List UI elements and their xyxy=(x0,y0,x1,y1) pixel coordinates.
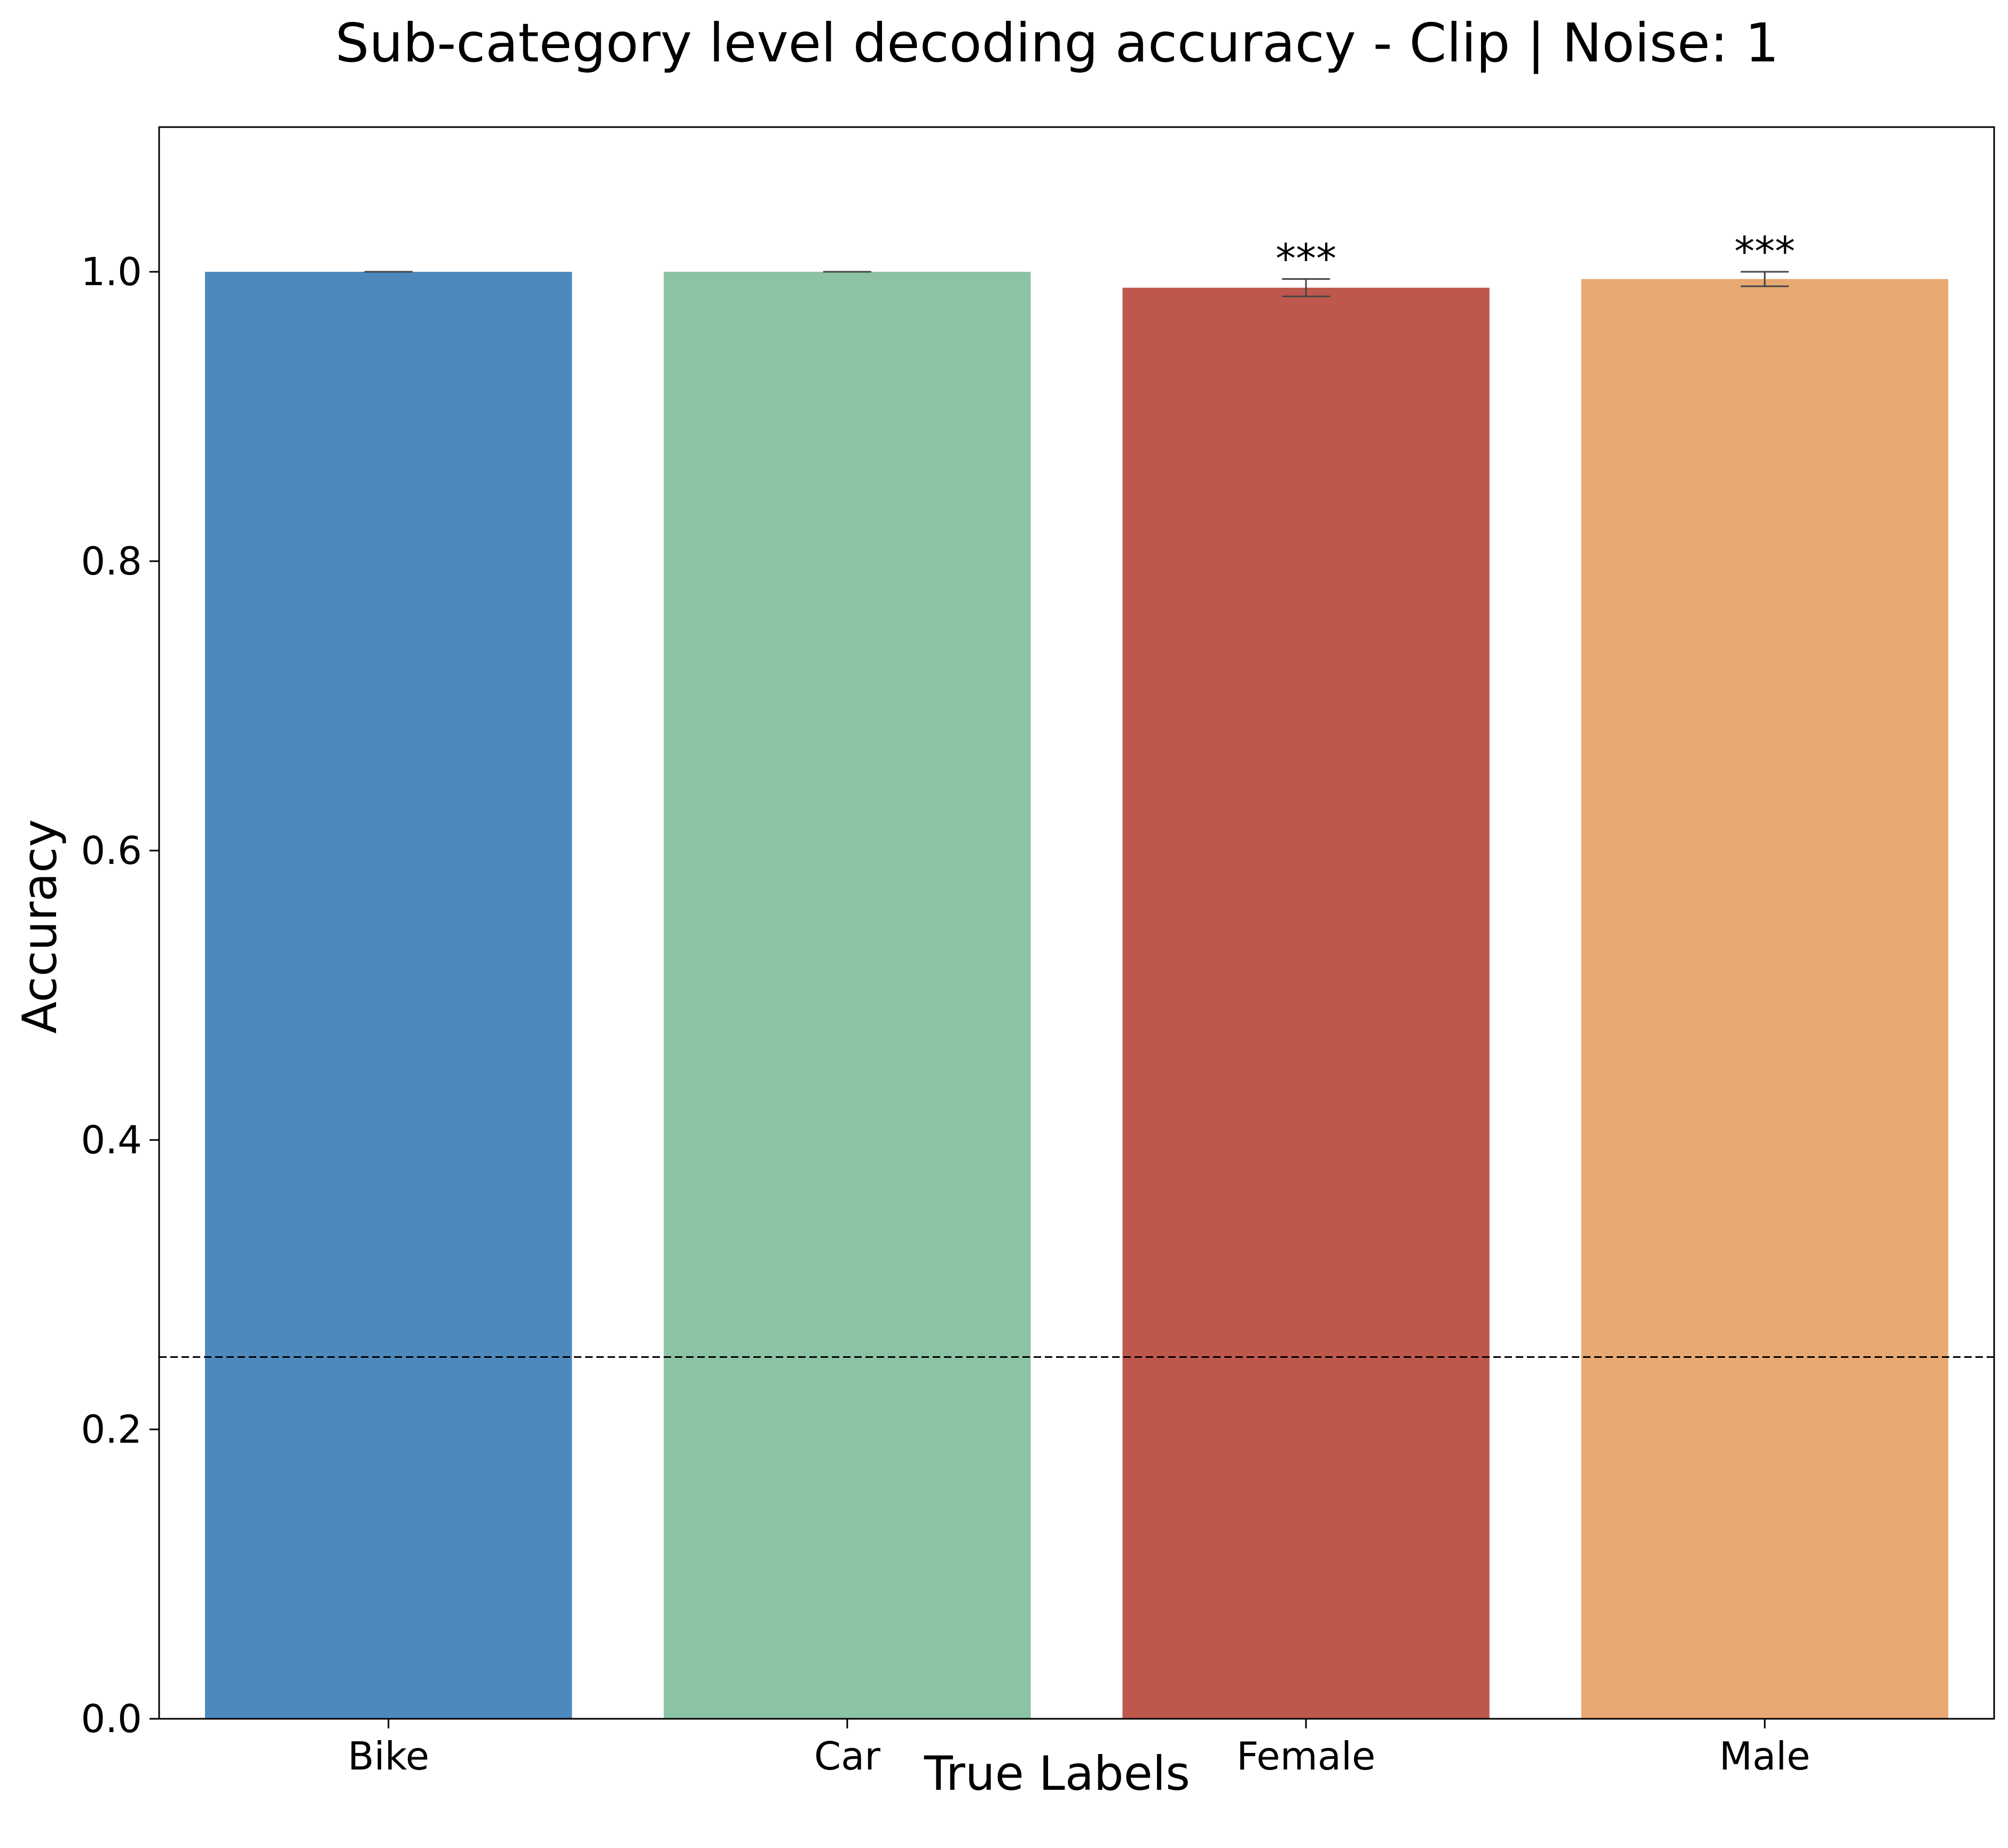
bar-bike xyxy=(204,272,572,1719)
bar-car xyxy=(664,272,1031,1719)
significance-annotation-male: *** xyxy=(1734,227,1795,275)
x-tick-label-car: Car xyxy=(814,1734,880,1779)
y-axis-label: Accuracy xyxy=(12,819,67,1034)
x-axis-label: True Labels xyxy=(924,1746,1190,1801)
y-tick-label: 0.8 xyxy=(81,539,142,584)
plot-area-frame xyxy=(158,126,1995,1720)
x-tick-label-female: Female xyxy=(1237,1734,1375,1779)
error-bar-female xyxy=(1282,278,1330,297)
y-tick-label: 0.4 xyxy=(81,1118,142,1162)
x-tick-label-male: Male xyxy=(1719,1734,1810,1779)
y-tick-label: 0.0 xyxy=(81,1696,142,1741)
x-axis-ticks: Bike Car Female Male xyxy=(348,1719,1810,1779)
bars-layer xyxy=(204,271,1949,1719)
y-tick-label: 0.2 xyxy=(81,1407,142,1452)
x-tick-label-bike: Bike xyxy=(348,1734,429,1779)
significance-annotation-female: *** xyxy=(1275,235,1336,282)
bar-male xyxy=(1581,279,1949,1719)
annotations-layer: *** *** xyxy=(1275,227,1795,282)
chart-title: Sub-category level decoding accuracy - C… xyxy=(335,12,1779,74)
y-axis-ticks: 0.0 0.2 0.4 0.6 0.8 1.0 xyxy=(81,249,159,1741)
y-tick-label: 1.0 xyxy=(81,249,142,294)
y-tick-label: 0.6 xyxy=(81,828,142,873)
error-bar-male xyxy=(1741,271,1789,287)
bar-female xyxy=(1122,287,1490,1719)
